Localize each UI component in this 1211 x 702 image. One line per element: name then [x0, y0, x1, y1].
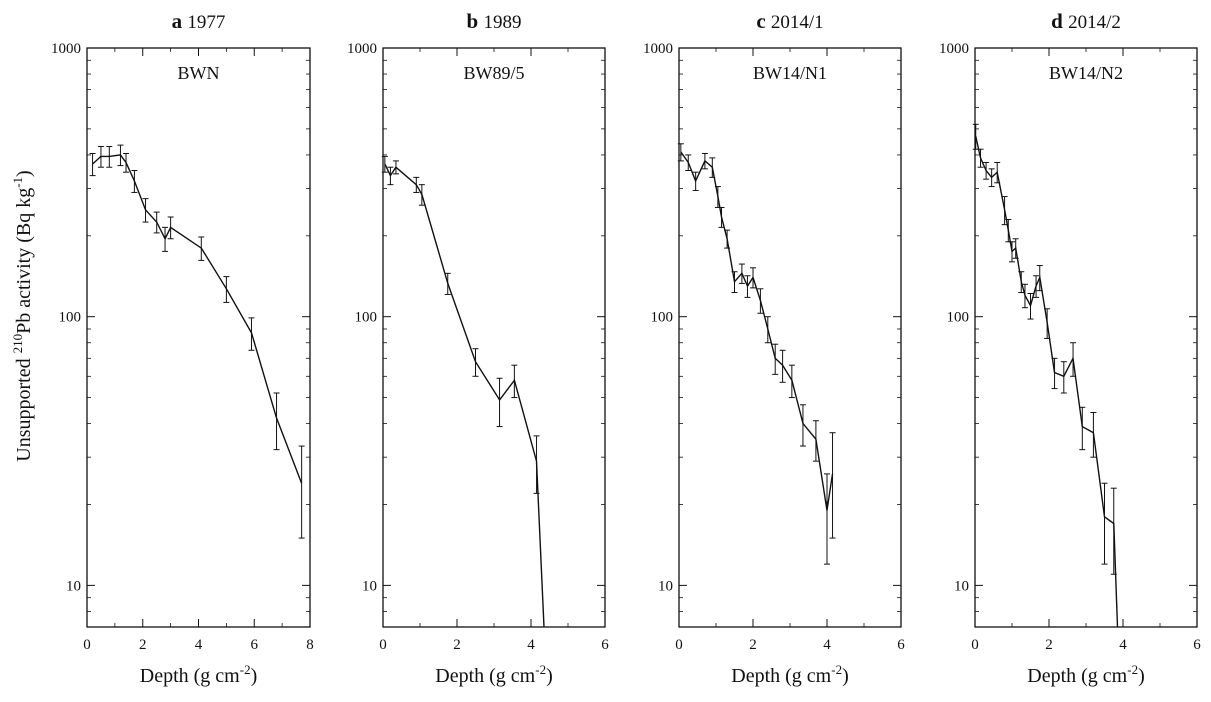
panel-b: b 1989 BW89/5 10 100 1000 0 2 4 6 Depth (g cm-2): [347, 9, 609, 687]
panel-letter: a: [172, 9, 188, 33]
x-tick-label: 2: [453, 637, 461, 653]
x-tick-label: 4: [195, 637, 203, 653]
core-label: BWN: [178, 63, 220, 83]
panel-d: d 2014/2 BW14/N2 10 100 1000 0 2 4 6 Depth (g cm-…: [939, 9, 1201, 687]
y-tick-label: 100: [355, 310, 378, 326]
panel-year: 1977: [187, 12, 225, 33]
x-tick-label: 4: [527, 637, 535, 653]
core-label: BW89/5: [464, 63, 525, 83]
panel-title: b 1989: [467, 9, 522, 33]
core-label: BW14/N1: [753, 63, 827, 83]
plot-frame: [382, 47, 606, 628]
x-tick-label: 2: [139, 637, 147, 653]
x-axis-title-part: ): [251, 665, 258, 687]
x-tick-label: 2: [749, 637, 757, 653]
x-axis-title-part: -2: [1127, 662, 1138, 677]
x-axis-title-part: ): [1138, 665, 1145, 687]
x-axis-title-part: -2: [535, 662, 546, 677]
x-axis-title-part: -2: [831, 662, 842, 677]
y-tick-label: 1000: [939, 41, 969, 57]
series-line: [384, 163, 545, 627]
panel-letter: d: [1051, 9, 1068, 33]
y-tick-label: 100: [651, 310, 674, 326]
x-tick-label: 0: [379, 637, 387, 653]
y-tick-label: 10: [954, 578, 969, 594]
y-tick-label: 10: [362, 578, 377, 594]
x-tick-label: 2: [1045, 637, 1053, 653]
y-axis-title: Unsupported 210Pb activity (Bq kg-1): [10, 170, 35, 461]
series-line: [680, 151, 834, 511]
x-tick-label: 6: [601, 637, 609, 653]
x-axis-title: Depth (g cm-2): [435, 662, 553, 687]
x-axis-title-part: ): [842, 665, 849, 687]
panel-a: a 1977 BWN 10 100 1000 0 2 4 6 8 Depth (g cm-2): [51, 9, 314, 687]
x-axis-title-part: Depth (g cm: [435, 665, 535, 687]
y-tick-label: 1000: [643, 41, 673, 57]
x-axis-title-part: Depth (g cm: [1027, 665, 1127, 687]
panel-letter: b: [467, 9, 484, 33]
x-axis-title-part: ): [546, 665, 553, 687]
panel-year: 1989: [483, 12, 521, 33]
y-tick-label: 1000: [347, 41, 377, 57]
panel-year: 2014/1: [771, 12, 824, 33]
x-tick-label: 0: [83, 637, 91, 653]
y-tick-label: 10: [66, 578, 81, 594]
panel-c: c 2014/1 BW14/N1 10 100 1000 0 2 4 6 Depth (g cm-…: [643, 9, 905, 687]
plot-frame: [86, 47, 311, 628]
x-tick-label: 6: [251, 637, 259, 653]
x-axis-title: Depth (g cm-2): [140, 662, 258, 687]
y-tick-label: 10: [658, 578, 673, 594]
x-axis-title-part: Depth (g cm: [731, 665, 831, 687]
series-line: [975, 135, 1119, 627]
y-tick-label: 100: [59, 310, 82, 326]
x-axis-title-part: -2: [240, 662, 251, 677]
panel-letter: c: [756, 9, 771, 33]
core-label: BW14/N2: [1049, 63, 1123, 83]
panel-title: c 2014/1: [756, 9, 823, 33]
panel-title: a 1977: [172, 9, 226, 33]
x-tick-label: 6: [1193, 637, 1201, 653]
x-tick-label: 4: [823, 637, 831, 653]
x-axis-title: Depth (g cm-2): [731, 662, 849, 687]
plot-frame: [974, 47, 1198, 628]
x-tick-label: 0: [971, 637, 979, 653]
x-tick-label: 0: [675, 637, 683, 653]
panel-year: 2014/2: [1068, 12, 1121, 33]
x-axis-title: Depth (g cm-2): [1027, 662, 1145, 687]
panel-title: d 2014/2: [1051, 9, 1121, 33]
x-tick-label: 6: [897, 637, 905, 653]
x-tick-label: 8: [306, 637, 314, 653]
plot-frame: [678, 47, 902, 628]
y-tick-label: 1000: [51, 41, 81, 57]
y-tick-label: 100: [947, 310, 970, 326]
x-axis-title-part: Depth (g cm: [140, 665, 240, 687]
series-line: [92, 154, 303, 484]
x-tick-label: 4: [1119, 637, 1127, 653]
